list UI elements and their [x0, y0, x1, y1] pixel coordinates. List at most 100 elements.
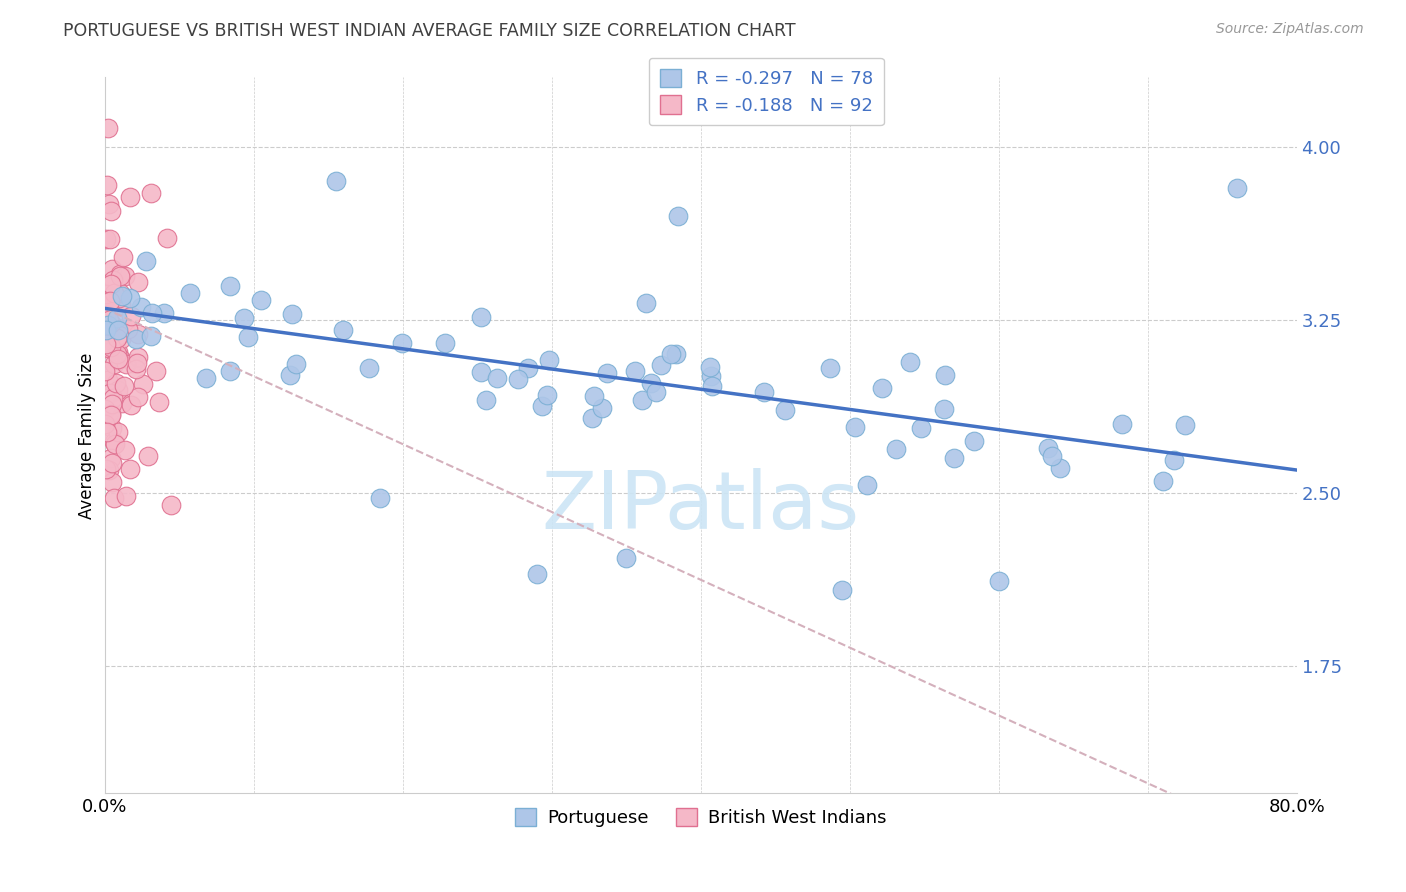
Point [103, 435, 125, 450]
Point [100, 451, 122, 466]
Point [98, 338, 121, 352]
Point [107, 425, 129, 440]
Point [96, 178, 118, 192]
Point [614, 550, 637, 565]
Point [94, 364, 117, 378]
Point [120, 398, 142, 412]
Point [94, 402, 117, 417]
Point [634, 296, 657, 310]
Point [114, 269, 136, 284]
Point [581, 411, 603, 425]
Point [156, 231, 179, 245]
Point [125, 332, 148, 346]
Point [107, 384, 129, 398]
Point [506, 372, 529, 386]
Point [107, 345, 129, 359]
Point [96, 287, 118, 301]
Point [160, 498, 183, 512]
Text: PORTUGUESE VS BRITISH WEST INDIAN AVERAGE FAMILY SIZE CORRELATION CHART: PORTUGUESE VS BRITISH WEST INDIAN AVERAG… [63, 22, 796, 40]
Point [517, 360, 540, 375]
Point [118, 190, 141, 204]
Point [105, 331, 128, 345]
Point [96, 320, 118, 334]
Point [135, 254, 157, 268]
Point [121, 355, 143, 369]
Point [179, 285, 201, 300]
Point [103, 358, 125, 372]
Point [1174, 418, 1197, 433]
Point [105, 376, 128, 391]
Point [107, 320, 129, 334]
Point [103, 491, 125, 505]
Point [368, 491, 391, 505]
Point [136, 449, 159, 463]
Point [97, 373, 120, 387]
Point [359, 361, 381, 376]
Point [107, 323, 129, 337]
Point [118, 291, 141, 305]
Text: Source: ZipAtlas.com: Source: ZipAtlas.com [1216, 22, 1364, 37]
Point [110, 267, 132, 281]
Point [470, 310, 492, 324]
Point [97, 313, 120, 327]
Point [624, 364, 647, 378]
Point [98, 232, 121, 246]
Point [127, 390, 149, 404]
Point [650, 359, 672, 373]
Point [114, 323, 136, 337]
Point [285, 358, 308, 372]
Point [818, 360, 841, 375]
Point [145, 364, 167, 378]
Point [114, 443, 136, 458]
Point [127, 356, 149, 370]
Point [94, 461, 117, 475]
Point [1226, 181, 1249, 195]
Point [218, 364, 240, 378]
Point [112, 379, 135, 393]
Point [1038, 441, 1060, 455]
Point [115, 489, 138, 503]
Point [118, 462, 141, 476]
Point [238, 330, 260, 344]
Point [645, 384, 668, 399]
Point [278, 368, 301, 382]
Point [699, 359, 721, 374]
Point [1152, 474, 1174, 488]
Point [96, 336, 118, 351]
Point [100, 409, 122, 423]
Point [486, 371, 509, 385]
Point [96, 425, 118, 439]
Point [114, 357, 136, 371]
Point [111, 289, 134, 303]
Point [100, 340, 122, 354]
Point [98, 197, 121, 211]
Point [250, 293, 273, 308]
Point [100, 204, 122, 219]
Point [104, 290, 127, 304]
Point [963, 434, 986, 449]
Point [934, 368, 956, 382]
Point [125, 362, 148, 376]
Point [1111, 417, 1133, 432]
Point [117, 322, 139, 336]
Point [97, 301, 120, 315]
Y-axis label: Average Family Size: Average Family Size [79, 352, 96, 518]
Point [1163, 453, 1185, 467]
Point [103, 285, 125, 300]
Point [139, 329, 162, 343]
Point [831, 583, 853, 598]
Point [583, 389, 606, 403]
Point [631, 392, 654, 407]
Point [640, 376, 662, 391]
Point [98, 342, 121, 356]
Point [666, 209, 689, 223]
Point [884, 442, 907, 457]
Point [1040, 449, 1063, 463]
Point [530, 399, 553, 413]
Point [987, 574, 1010, 588]
Point [129, 300, 152, 314]
Point [856, 478, 879, 492]
Point [325, 174, 347, 188]
Point [127, 350, 149, 364]
Point [536, 387, 558, 401]
